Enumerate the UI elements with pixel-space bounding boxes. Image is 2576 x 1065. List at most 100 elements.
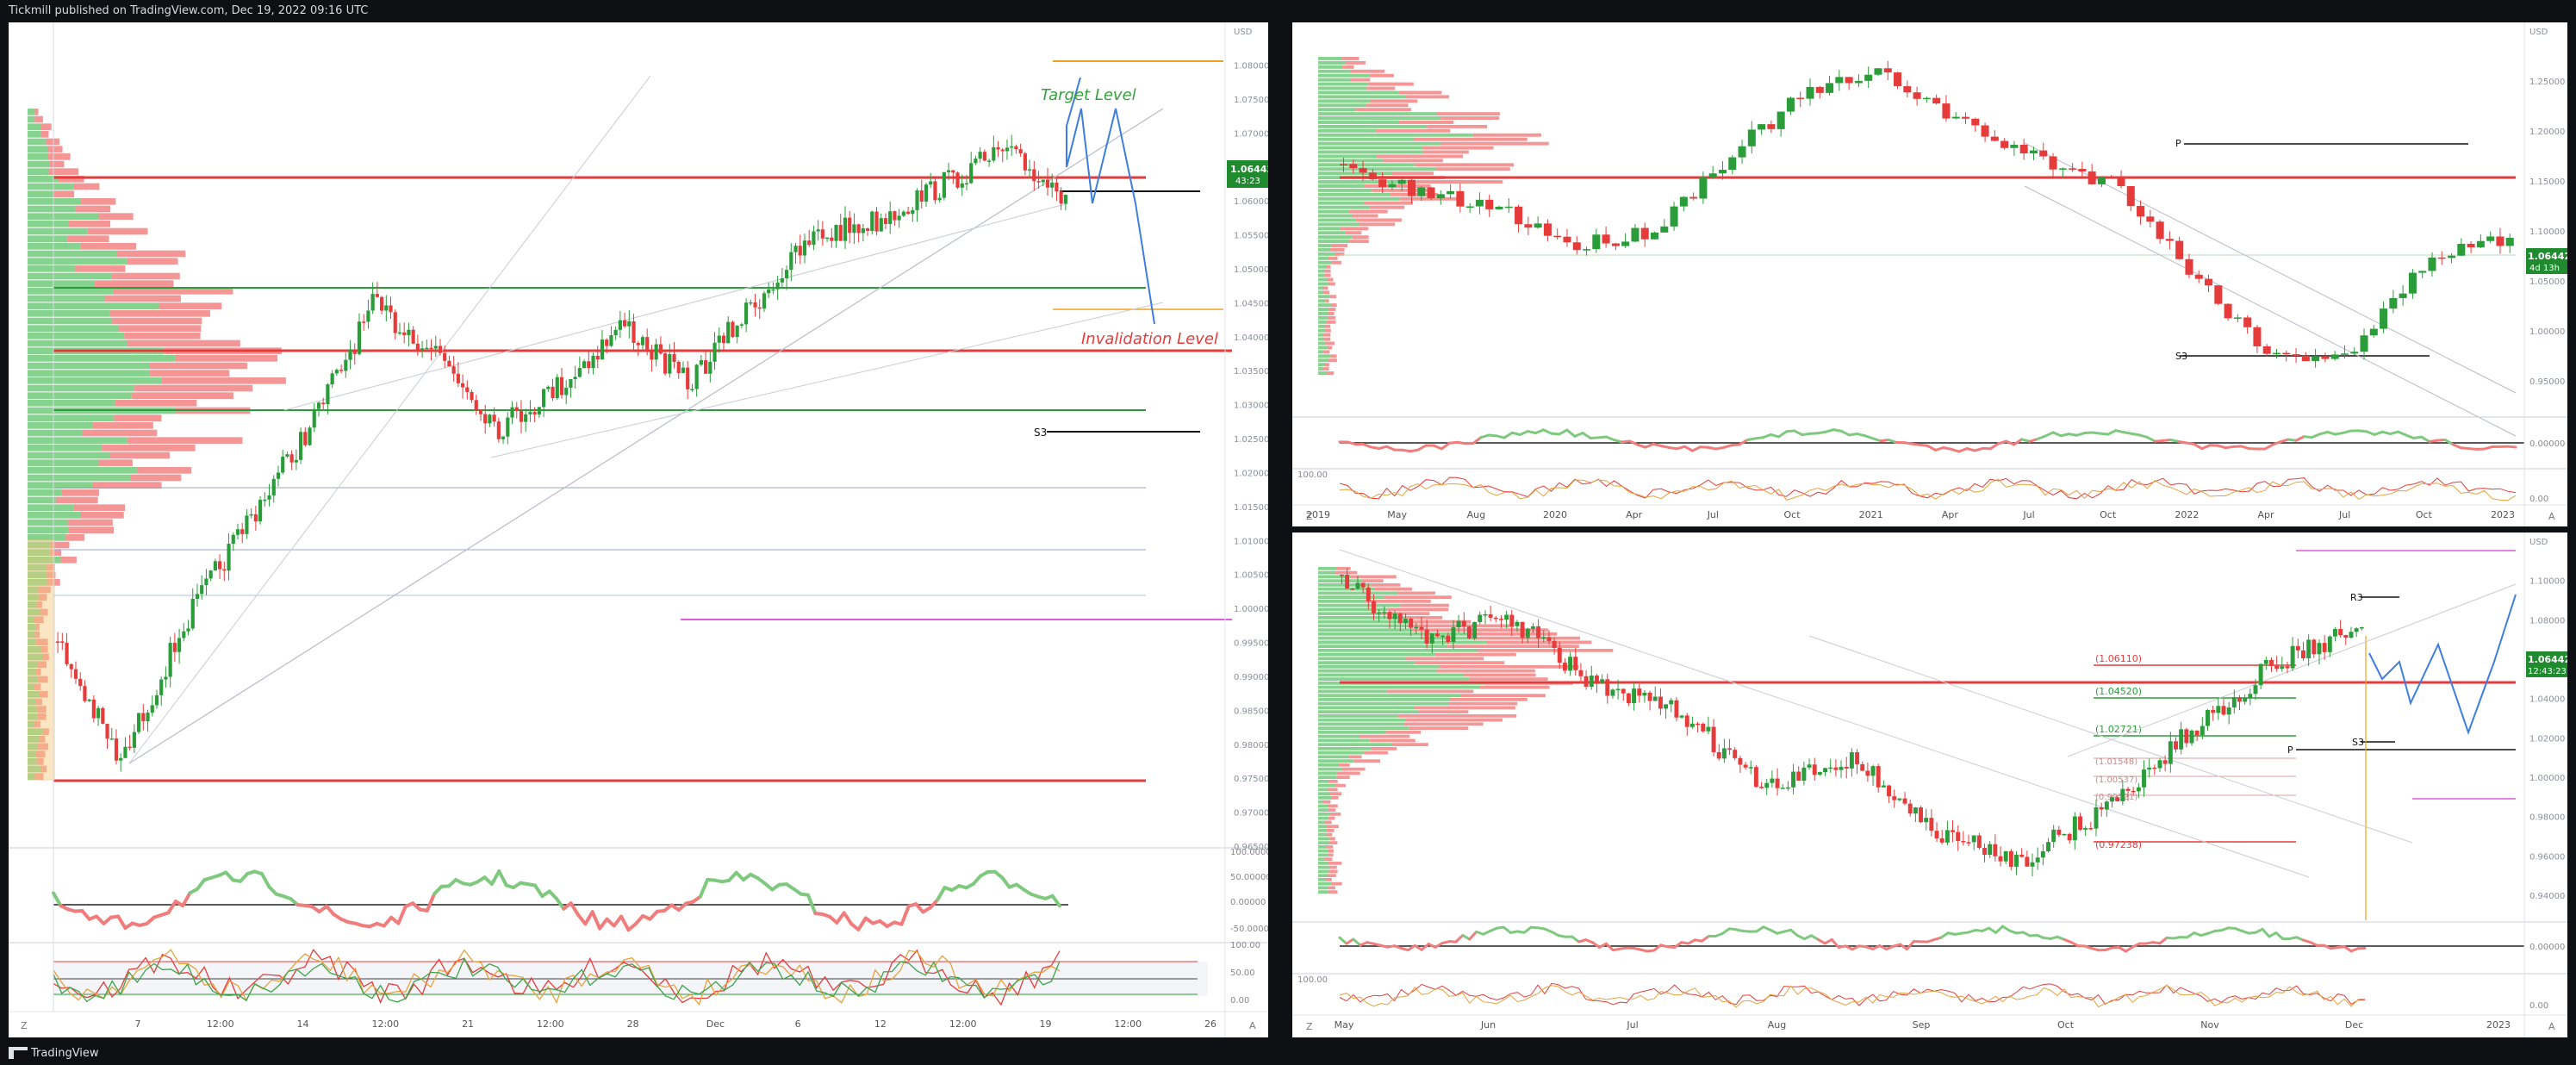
volume-bar-buy: [28, 146, 48, 153]
oscillator-segment: [2268, 931, 2278, 938]
svg-text:(0.97238): (0.97238): [2095, 839, 2142, 850]
stoch-line-orange: [1339, 985, 2366, 1008]
volume-bar-sell: [1359, 222, 1396, 227]
candle-body: [2354, 628, 2359, 632]
axis-z-button[interactable]: Z: [21, 1020, 28, 1031]
volume-bar-sell: [1472, 636, 1581, 640]
candle-body: [348, 349, 352, 360]
oscillator-segment: [1848, 432, 1859, 437]
left-chart-panel[interactable]: Target Level Invalidation Level S3 USD 1.…: [9, 22, 1268, 1037]
svg-text:50.00: 50.00: [1230, 968, 1255, 978]
volume-bar-buy: [1318, 845, 1327, 849]
candle-body: [2019, 854, 2025, 857]
axis-a-button[interactable]: A: [1249, 1020, 1256, 1031]
oscillator-segment: [1761, 433, 1772, 439]
stoch-line-green: [53, 956, 1061, 1003]
volume-bar-buy: [28, 750, 36, 757]
volume-bar-sell: [1422, 146, 1494, 150]
candle-body: [2211, 709, 2216, 713]
candle-body: [1887, 785, 1892, 797]
candle-body: [1032, 169, 1036, 182]
volume-bar-sell: [92, 482, 162, 489]
osc2-axis-label-bottom: 0.00: [2529, 1001, 2548, 1011]
volume-bar-buy: [28, 594, 39, 601]
candle-body: [1440, 635, 1446, 638]
oscillator-segment: [2483, 445, 2494, 451]
axis-z-button[interactable]: Z: [1306, 1021, 1313, 1032]
tradingview-logo[interactable]: TradingView: [9, 1046, 99, 1060]
time-axis-label: 12:00: [371, 1018, 399, 1030]
volume-bar-sell: [1440, 141, 1549, 146]
volume-bar-sell: [1363, 201, 1414, 205]
time-axis[interactable]: May Jun Jul Aug Sep Oct Nov Dec 2023: [1335, 1019, 2511, 1031]
candle-body: [1359, 168, 1367, 173]
volume-bar-buy: [1318, 252, 1335, 256]
daily-chart-canvas[interactable]: R3 P S3 (1.06110) (1.04520) (1.02721) (1…: [1292, 532, 2567, 1037]
volume-bar-buy: [28, 138, 46, 146]
candle-body: [2062, 833, 2067, 836]
axis-a-button[interactable]: A: [2548, 1021, 2555, 1032]
oscillator-segment: [1503, 431, 1514, 439]
stoch-line-orange: [53, 949, 1061, 1006]
oscillator-segment: [1401, 448, 1412, 453]
candle-body: [519, 410, 524, 422]
weekly-chart-canvas[interactable]: P S3 USD 1.25000 1.20000 1.15000 1.10000 1.05…: [1292, 22, 2567, 526]
candle-body: [496, 421, 501, 439]
volume-bar-buy: [1318, 738, 1370, 743]
candle-body: [2051, 829, 2056, 843]
time-axis[interactable]: 2019 May Aug 2020 Apr Jul Oct 2021 Apr Jul Oct 2022…: [1306, 509, 2515, 520]
candle-body: [735, 326, 739, 338]
candle-body: [1409, 619, 1414, 628]
volume-bar-sell: [35, 669, 41, 676]
candle-body: [101, 707, 105, 724]
candle-body: [798, 246, 802, 256]
top-right-chart-panel[interactable]: P S3 USD 1.25000 1.20000 1.15000 1.10000 1.05…: [1292, 22, 2567, 526]
candle-body: [258, 500, 263, 522]
candle-body: [1826, 83, 1834, 93]
volume-bar-buy: [1318, 567, 1336, 570]
candle-body: [1689, 196, 1698, 199]
volume-bar-buy: [1318, 701, 1449, 706]
bottom-right-chart-panel[interactable]: R3 P S3 (1.06110) (1.04520) (1.02721) (1…: [1292, 532, 2567, 1037]
volume-bar-buy: [1318, 99, 1371, 103]
candle-body: [1626, 693, 1631, 704]
candle-body: [312, 408, 316, 428]
candle-body: [420, 348, 425, 350]
candle-body: [1447, 190, 1455, 195]
oscillator-segment: [259, 872, 271, 889]
axis-z-button[interactable]: Z: [1306, 511, 1313, 522]
time-axis[interactable]: 7 12:00 14 12:00 21 12:00 28 Dec 6 12 12:00 19 12:00…: [135, 1018, 1217, 1030]
volume-bar-buy: [28, 482, 93, 489]
volume-bar-buy: [28, 198, 82, 205]
candle-body: [1706, 726, 1711, 732]
time-axis-label: Aug: [1467, 509, 1485, 520]
volume-bar-sell: [98, 213, 134, 220]
candle-body: [289, 454, 294, 463]
volume-bar-sell: [1328, 869, 1338, 874]
volume-bar-buy: [28, 131, 41, 138]
left-chart-canvas[interactable]: Target Level Invalidation Level S3 USD 1.…: [9, 22, 1268, 1037]
time-axis-label: Apr: [1626, 509, 1643, 520]
volume-bar-buy: [1318, 159, 1383, 163]
candle-body: [1956, 831, 1961, 842]
price-axis[interactable]: USD1.080001.075001.070001.065001.060001.…: [1234, 28, 1268, 852]
candle-body: [587, 361, 591, 369]
volume-bar-buy: [1318, 308, 1329, 311]
candle-body: [78, 678, 83, 687]
price-axis[interactable]: USD1.100001.080001.060001.040001.020001.…: [2529, 538, 2565, 901]
oscillator-segment: [2261, 927, 2271, 938]
time-axis-label: 12:00: [949, 1018, 977, 1030]
price-axis[interactable]: USD 1.25000 1.20000 1.15000 1.10000 1.05000 1.…: [2529, 28, 2565, 387]
volume-bar-buy: [1318, 759, 1354, 763]
volume-bar-buy: [28, 362, 150, 370]
price-badge-value: 1.06442: [2528, 251, 2567, 262]
axis-a-button[interactable]: A: [2548, 511, 2555, 522]
oscillator-segment: [1809, 934, 1820, 941]
volume-bar-buy: [1318, 354, 1331, 358]
candle-body: [739, 324, 744, 327]
volume-bar-buy: [28, 728, 43, 735]
target-level-label: Target Level: [1041, 86, 1136, 104]
candle-body: [65, 642, 69, 664]
volume-bar-buy: [1318, 775, 1337, 779]
candle-body: [874, 211, 879, 232]
